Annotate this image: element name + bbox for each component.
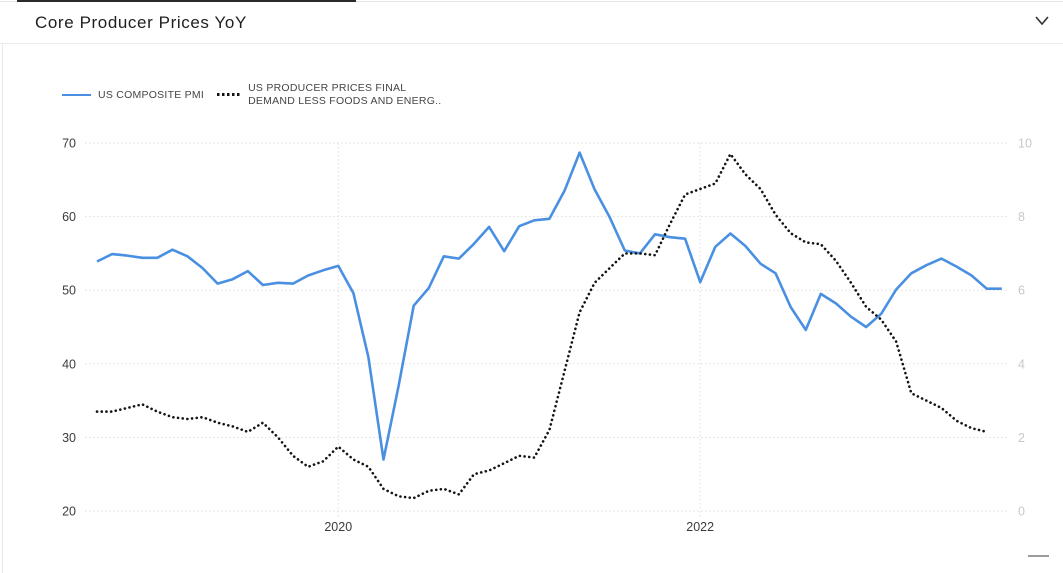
legend-label-ppi-line2: DEMAND LESS FOODS AND ENERG.. [248,94,442,107]
panel-header: Core Producer Prices YoY [0,2,1063,43]
grid-and-axes: 70 10 60 8 50 6 40 4 30 2 20 0 2020 2022 [62,137,1032,535]
right-axis-tick-label: 6 [1018,284,1025,298]
x-axis-year-label: 2022 [686,520,714,534]
panel-top-border [0,1,1063,2]
legend-item-pmi[interactable]: US COMPOSITE PMI [62,89,204,101]
left-axis-tick-label: 60 [62,210,76,224]
right-axis-tick-label: 10 [1018,137,1032,151]
right-axis-tick-label: 0 [1018,505,1025,519]
panel-left-border [2,8,3,573]
legend-label-pmi: US COMPOSITE PMI [98,88,205,101]
panel-title: Core Producer Prices YoY [35,13,247,32]
pmi-line-swatch-icon [62,93,91,97]
legend-label-ppi-line1: US PRODUCER PRICES FINAL [248,82,407,94]
legend-label-ppi: US PRODUCER PRICES FINAL DEMAND LESS FOO… [248,82,441,108]
left-axis-tick-label: 40 [62,357,76,371]
header-divider [0,43,1063,44]
right-axis-tick-label: 8 [1018,210,1025,224]
x-axis-year-label: 2020 [324,520,352,534]
ppi-dotted-swatch-icon [217,93,243,97]
left-axis-tick-label: 20 [62,505,76,519]
legend-item-ppi[interactable]: US PRODUCER PRICES FINAL DEMAND LESS FOO… [217,82,441,108]
ppi-dotted-line [95,151,989,500]
left-axis-tick-label: 50 [62,284,76,298]
active-tab-indicator [17,0,356,2]
pmi-line [96,151,1002,461]
right-axis-tick-label: 2 [1018,431,1025,445]
left-axis-tick-label: 70 [62,137,76,151]
left-axis-tick-label: 30 [62,431,76,445]
resize-handle[interactable] [1028,555,1049,557]
chart-legend: US COMPOSITE PMI US PRODUCER PRICES FINA… [62,82,441,108]
right-axis-tick-label: 4 [1018,357,1025,371]
chevron-down-icon[interactable] [1034,15,1050,27]
